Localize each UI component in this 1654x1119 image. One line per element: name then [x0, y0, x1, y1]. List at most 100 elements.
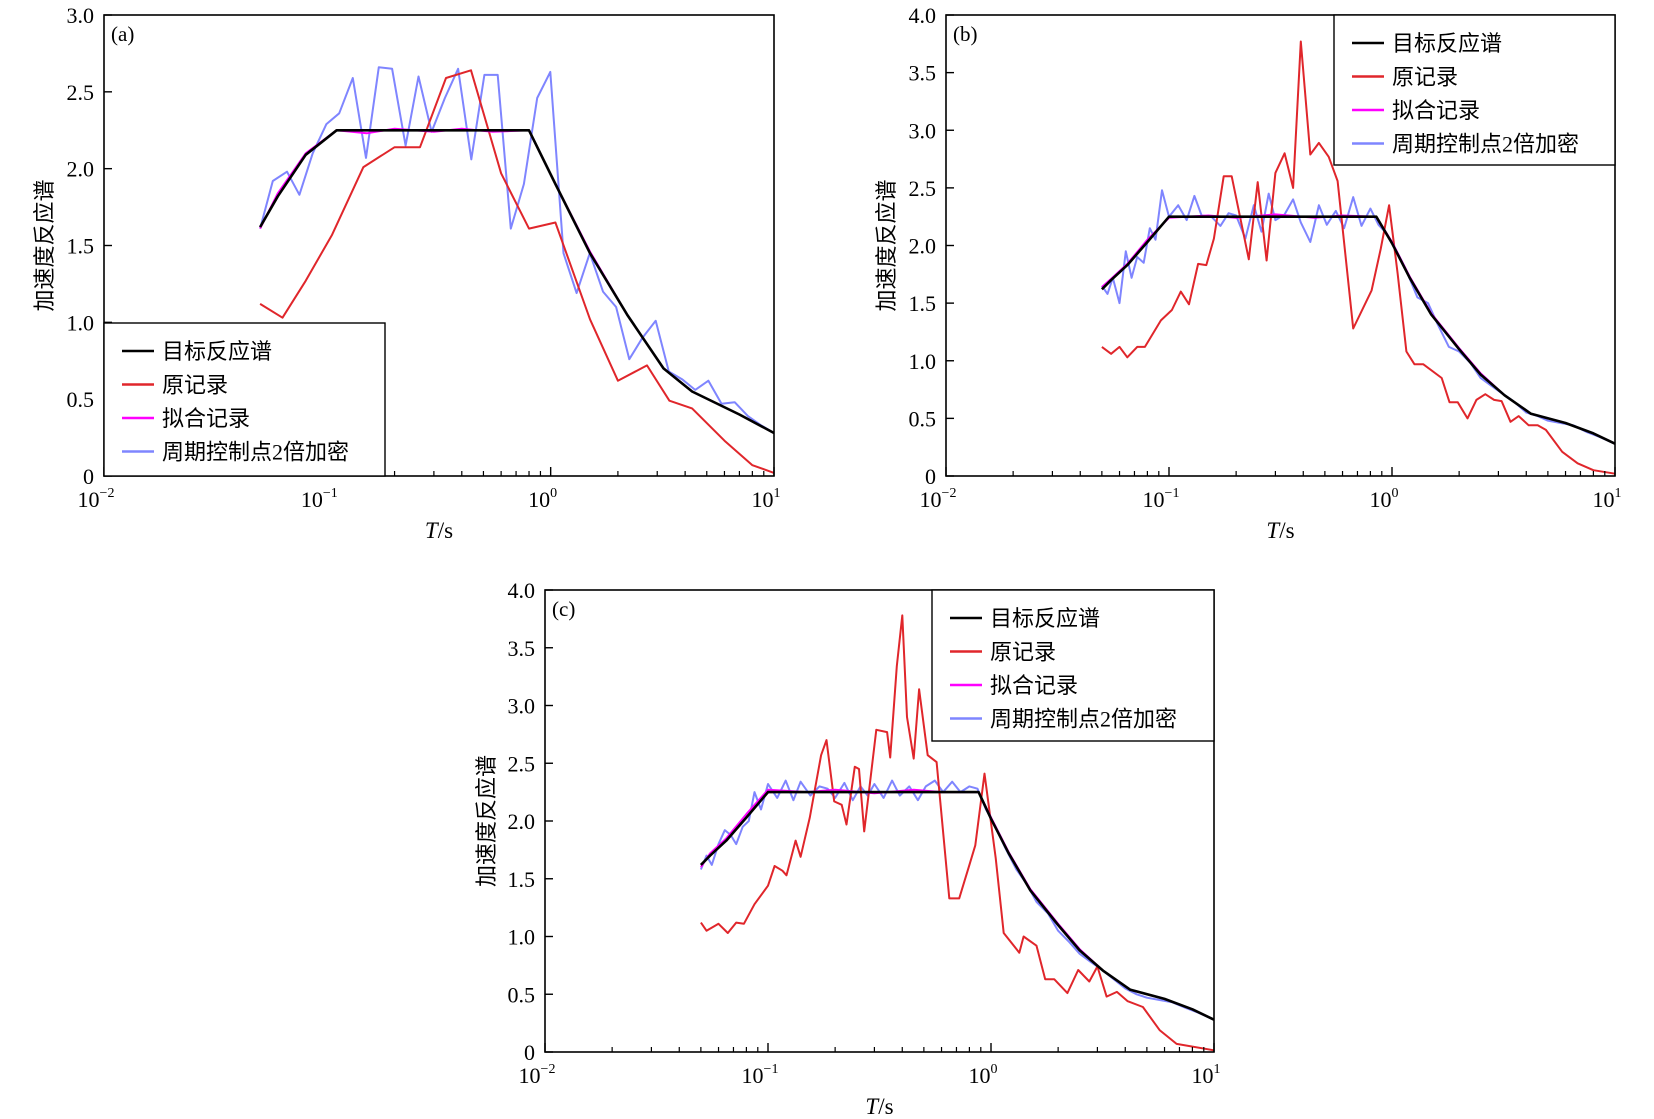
x-tick-base: 10	[752, 487, 774, 512]
series-original	[259, 69, 775, 474]
x-tick-base: 10	[969, 1063, 991, 1088]
series-fitted	[1101, 213, 1616, 445]
y-tick-label: 3.0	[909, 118, 937, 143]
series-line-target	[1100, 215, 1616, 445]
y-tick-label: 2.5	[67, 80, 95, 105]
x-tick-base: 10	[1192, 1063, 1214, 1088]
x-axis-label: T/s	[865, 1094, 893, 1119]
x-tick-exponent: −2	[541, 1062, 556, 1077]
series-line-original	[1101, 40, 1616, 475]
y-tick-label: 0.5	[909, 406, 937, 431]
series-line-fitted	[700, 788, 1215, 1021]
series-original	[1101, 40, 1616, 475]
legend-label-densified: 周期控制点2倍加密	[162, 440, 349, 465]
legend-box	[1333, 14, 1616, 166]
legend-label-target: 目标反应谱	[1392, 31, 1502, 56]
x-tick-label: 101	[1192, 1062, 1221, 1088]
x-tick-exponent: −1	[323, 486, 338, 501]
x-tick-exponent: 1	[1615, 486, 1622, 501]
panel-label: (a)	[111, 22, 134, 46]
x-axis-label-unit: /s	[438, 518, 453, 543]
x-tick-label: 10−1	[301, 486, 338, 512]
y-axis-label: 加速度反应谱	[874, 179, 899, 311]
x-tick-label: 100	[1370, 486, 1399, 512]
series-line-densified	[699, 779, 1215, 1021]
y-tick-label: 0.5	[67, 387, 95, 412]
x-axis-label: T/s	[425, 518, 453, 543]
x-tick-exponent: 0	[1392, 486, 1399, 501]
legend-label-densified: 周期控制点2倍加密	[1392, 132, 1579, 157]
x-tick-base: 10	[519, 1063, 541, 1088]
x-tick-base: 10	[920, 487, 942, 512]
series-densified	[699, 779, 1215, 1021]
x-tick-label: 101	[1593, 486, 1622, 512]
x-tick-base: 10	[528, 487, 550, 512]
y-tick-label: 2.0	[508, 809, 536, 834]
x-axis-label: T/s	[1266, 518, 1294, 543]
x-tick-base: 10	[1370, 487, 1392, 512]
x-tick-exponent: 1	[774, 486, 781, 501]
x-tick-exponent: 0	[991, 1062, 998, 1077]
x-tick-base: 10	[1143, 487, 1165, 512]
panel-label: (c)	[552, 597, 575, 621]
series-line-target	[258, 129, 775, 435]
series-target	[258, 129, 775, 435]
legend-box	[931, 589, 1215, 742]
x-tick-exponent: −2	[100, 486, 115, 501]
x-tick-label: 101	[752, 486, 781, 512]
series-original	[700, 614, 1215, 1052]
x-tick-base: 10	[1593, 487, 1615, 512]
y-tick-label: 1.0	[909, 349, 937, 374]
x-tick-base: 10	[742, 1063, 764, 1088]
y-tick-label: 1.5	[508, 867, 536, 892]
chart-panel-b: 10−2 10−1 100 10100.51.01.52.02.53.03.54.0加…	[874, 3, 1622, 543]
legend-label-fitted: 拟合记录	[1392, 98, 1480, 123]
x-tick-label: 100	[528, 486, 557, 512]
x-tick-label: 10−1	[742, 1062, 779, 1088]
y-tick-label: 3.0	[67, 3, 95, 28]
y-tick-label: 0	[524, 1040, 535, 1065]
legend-label-original: 原记录	[1392, 65, 1458, 90]
x-axis-label-unit: /s	[878, 1094, 893, 1119]
x-tick-exponent: 0	[550, 486, 557, 501]
y-tick-label: 1.5	[67, 234, 95, 259]
series-fitted	[700, 788, 1215, 1021]
y-tick-label: 1.0	[67, 310, 95, 335]
y-tick-label: 3.0	[508, 694, 536, 719]
panel-label: (b)	[953, 22, 978, 46]
y-tick-label: 1.5	[909, 291, 937, 316]
x-tick-exponent: −1	[1165, 486, 1180, 501]
x-axis-label-symbol: T	[1266, 518, 1281, 543]
legend-label-fitted: 拟合记录	[162, 406, 250, 431]
x-tick-label: 10−2	[920, 486, 957, 512]
x-tick-base: 10	[78, 487, 100, 512]
x-tick-label: 100	[969, 1062, 998, 1088]
y-tick-label: 4.0	[909, 3, 937, 28]
y-tick-label: 3.5	[909, 61, 937, 86]
chart-panel-c: 10−2 10−1 100 10100.51.01.52.02.53.03.54.0加…	[474, 578, 1221, 1119]
chart-panel-a: 10−2 10−1 100 10100.51.01.52.02.53.0加速度反应谱T…	[32, 3, 781, 543]
legend-label-target: 目标反应谱	[990, 606, 1100, 631]
x-tick-label: 10−2	[519, 1062, 556, 1088]
x-tick-label: 10−1	[1143, 486, 1180, 512]
y-tick-label: 4.0	[508, 578, 536, 603]
series-target	[699, 790, 1215, 1021]
series-line-target	[699, 790, 1215, 1021]
y-tick-label: 2.5	[909, 176, 937, 201]
legend-label-fitted: 拟合记录	[990, 673, 1078, 698]
series-line-fitted	[1101, 213, 1616, 445]
y-tick-label: 0.5	[508, 982, 536, 1007]
x-axis-label-symbol: T	[425, 518, 440, 543]
x-tick-base: 10	[301, 487, 323, 512]
series-target	[1100, 215, 1616, 445]
series-line-original	[700, 614, 1215, 1052]
y-axis-label: 加速度反应谱	[32, 179, 57, 311]
legend-label-original: 原记录	[990, 640, 1056, 665]
y-tick-label: 1.0	[508, 925, 536, 950]
series-line-original	[259, 69, 775, 474]
x-tick-exponent: −1	[764, 1062, 779, 1077]
